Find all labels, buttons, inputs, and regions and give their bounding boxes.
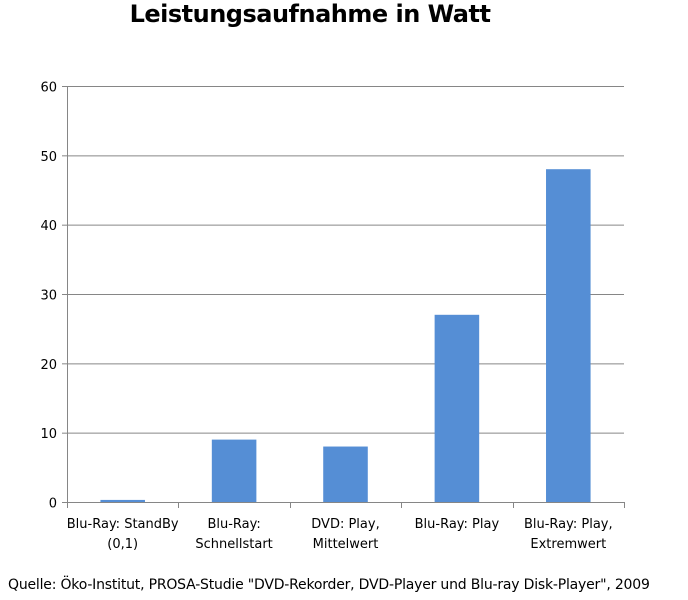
bar bbox=[211, 439, 257, 502]
chart-title: Leistungsaufnahme in Watt bbox=[129, 0, 491, 28]
y-tick-label: 50 bbox=[40, 150, 57, 165]
y-tick-label: 10 bbox=[40, 427, 57, 442]
x-tick-label: Blu-Ray: bbox=[207, 517, 260, 532]
bar bbox=[546, 169, 591, 502]
y-tick-label: 60 bbox=[40, 81, 57, 96]
x-tick-label: Mittelwert bbox=[313, 537, 379, 552]
x-tick-label: Schnellstart bbox=[195, 537, 272, 552]
y-tick-label: 0 bbox=[49, 497, 57, 512]
x-tick-label: Blu-Ray: Play, bbox=[524, 517, 613, 532]
x-tick-label: Blu-Ray: Play bbox=[415, 517, 500, 532]
y-tick-label: 30 bbox=[40, 289, 57, 304]
y-tick-label: 20 bbox=[40, 358, 57, 373]
bar bbox=[323, 446, 368, 502]
x-tick-label: Blu-Ray: StandBy bbox=[67, 517, 179, 532]
y-tick-label: 40 bbox=[40, 219, 57, 234]
source-note: Quelle: Öko-Institut, PROSA-Studie "DVD-… bbox=[8, 577, 650, 593]
x-tick-label: (0,1) bbox=[107, 537, 138, 552]
bar-chart: 0 10 20 30 40 50 60 Blu-Ray: StandBy (0,1) Blu-Ra… bbox=[40, 81, 625, 552]
x-tick-label: DVD: Play, bbox=[311, 517, 379, 532]
bar bbox=[100, 499, 145, 502]
bar bbox=[434, 314, 480, 502]
x-tick-label: Extremwert bbox=[530, 537, 606, 552]
